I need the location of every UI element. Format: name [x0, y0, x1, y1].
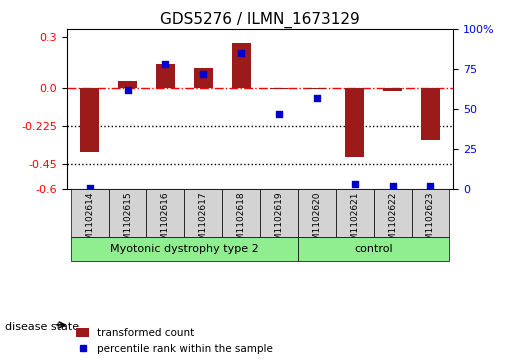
- FancyBboxPatch shape: [146, 189, 184, 237]
- Point: [426, 183, 435, 189]
- FancyBboxPatch shape: [71, 189, 109, 237]
- Point: [85, 185, 94, 191]
- FancyBboxPatch shape: [71, 237, 298, 261]
- Text: GSM1102621: GSM1102621: [350, 192, 359, 252]
- Point: [124, 87, 132, 93]
- Point: [237, 50, 245, 56]
- FancyBboxPatch shape: [184, 189, 222, 237]
- Text: GSM1102615: GSM1102615: [123, 192, 132, 252]
- Bar: [307, 88, 327, 89]
- Text: disease state: disease state: [5, 322, 79, 332]
- Bar: [345, 88, 364, 157]
- Text: GSM1102623: GSM1102623: [426, 192, 435, 252]
- Text: control: control: [354, 244, 393, 254]
- Text: GSM1102614: GSM1102614: [85, 192, 94, 252]
- FancyBboxPatch shape: [411, 189, 450, 237]
- FancyBboxPatch shape: [374, 189, 411, 237]
- Bar: [232, 43, 251, 88]
- Text: GSM1102619: GSM1102619: [274, 192, 284, 252]
- Text: GSM1102616: GSM1102616: [161, 192, 170, 252]
- Bar: [421, 88, 440, 139]
- Text: GSM1102622: GSM1102622: [388, 192, 397, 252]
- FancyBboxPatch shape: [336, 189, 374, 237]
- Point: [275, 111, 283, 117]
- Text: Myotonic dystrophy type 2: Myotonic dystrophy type 2: [110, 244, 259, 254]
- FancyBboxPatch shape: [109, 189, 146, 237]
- Point: [161, 61, 169, 67]
- Bar: [383, 88, 402, 91]
- Bar: [269, 88, 288, 89]
- Text: GSM1102618: GSM1102618: [236, 192, 246, 252]
- FancyBboxPatch shape: [222, 189, 260, 237]
- FancyBboxPatch shape: [298, 189, 336, 237]
- FancyBboxPatch shape: [298, 237, 450, 261]
- Bar: [194, 68, 213, 88]
- Point: [199, 71, 208, 77]
- Legend: transformed count, percentile rank within the sample: transformed count, percentile rank withi…: [72, 324, 277, 358]
- Text: GSM1102620: GSM1102620: [313, 192, 321, 252]
- Bar: [80, 88, 99, 152]
- Point: [351, 182, 359, 187]
- Bar: [156, 65, 175, 88]
- Title: GDS5276 / ILMN_1673129: GDS5276 / ILMN_1673129: [160, 12, 360, 28]
- Point: [313, 95, 321, 101]
- Bar: [118, 81, 137, 88]
- Text: GSM1102617: GSM1102617: [199, 192, 208, 252]
- Point: [388, 183, 397, 189]
- FancyBboxPatch shape: [260, 189, 298, 237]
